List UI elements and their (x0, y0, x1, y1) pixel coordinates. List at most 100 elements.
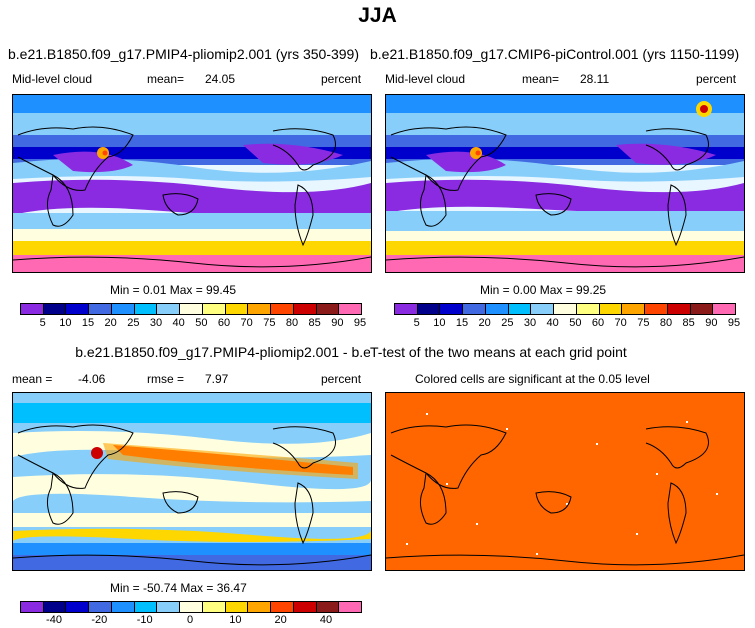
mean-value-1: 24.05 (205, 72, 236, 86)
units-label-1: percent (321, 72, 362, 86)
colorbar-tick-label: 10 (59, 317, 72, 329)
case-label-3: b.e21.B1850.f09_g17.PMIP4-pliomip2.001 -… (75, 344, 370, 360)
colorbar-swatch (395, 304, 418, 314)
colorbar-swatch (271, 304, 294, 314)
colorbar-swatch (667, 304, 691, 314)
mean-label-1: mean= (147, 72, 185, 86)
colorbar-swatch (225, 304, 249, 314)
colorbar-swatch (645, 304, 668, 314)
colorbar-tick-label: 90 (331, 317, 344, 329)
colorbar-swatch (111, 602, 135, 612)
colorbar-tick-label: 50 (195, 317, 208, 329)
colorbar-swatch (180, 304, 203, 314)
colorbar-tick-label: 70 (614, 317, 627, 329)
map-field-4 (386, 393, 744, 570)
colorbar-swatch (440, 304, 464, 314)
colorbar-tick-label: 95 (727, 317, 741, 329)
colorbar-tick-label: 10 (229, 614, 242, 626)
variable-label-1: Mid-level cloud (12, 72, 93, 86)
colorbar-swatch (225, 602, 249, 612)
variable-label-2: Mid-level cloud (385, 72, 466, 86)
mean-value-3: -4.06 (78, 372, 106, 386)
map-field-2 (386, 95, 744, 272)
colorbar-swatch (531, 304, 555, 314)
colorbar-swatch (271, 602, 294, 612)
colorbar-swatch (508, 304, 532, 314)
colorbar-tick-label: 75 (263, 317, 276, 329)
colorbar-tick-label: 20 (274, 614, 287, 626)
colorbar-swatch (202, 602, 226, 612)
colorbar-tick-label: 0 (186, 614, 194, 626)
case-label-3-clip: b.e21.B1850.f09_g17.PMIP4-pliomip2.001 -… (0, 344, 370, 364)
colorbar-swatch (180, 602, 203, 612)
rmse-value-3: 7.97 (205, 372, 229, 386)
colorbar-tick-label: 25 (127, 317, 140, 329)
colorbar-2 (394, 303, 736, 315)
colorbar-swatch (293, 304, 317, 314)
units-label-3: percent (321, 372, 362, 386)
colorbar-swatch (293, 602, 317, 612)
colorbar-swatch (66, 602, 90, 612)
colorbar-3 (20, 601, 362, 613)
colorbar-swatch (576, 304, 600, 314)
minmax-label-2: Min = 0.00 Max = 99.25 (480, 283, 607, 297)
colorbar-swatch (89, 304, 112, 314)
map-panel-4 (385, 392, 745, 571)
colorbar-tick-label: 40 (172, 317, 185, 329)
ttest-subtitle: Colored cells are significant at the 0.0… (415, 372, 650, 386)
map-panel-3 (12, 392, 372, 571)
colorbar-tick-label: 20 (478, 317, 491, 329)
colorbar-swatch (111, 304, 135, 314)
colorbar-swatch (43, 304, 67, 314)
colorbar-tick-label: 80 (659, 317, 673, 329)
colorbar-tick-label: 90 (705, 317, 718, 329)
mean-label-2: mean= (522, 72, 560, 86)
map-panel-1 (12, 94, 372, 273)
colorbar-swatch (21, 602, 44, 612)
colorbar-swatch (554, 304, 577, 314)
colorbar-tick-label: 30 (149, 317, 163, 329)
minmax-label-1: Min = 0.01 Max = 99.45 (110, 283, 237, 297)
colorbar-tick-label: 60 (217, 317, 231, 329)
map-field-1 (13, 95, 371, 272)
colorbar-tick-label: 75 (637, 317, 650, 329)
mean-label-3: mean = (12, 372, 53, 386)
colorbar-swatch (202, 304, 226, 314)
colorbar-swatch (89, 602, 112, 612)
colorbar-swatch (316, 304, 340, 314)
colorbar-swatch (622, 304, 646, 314)
colorbar-swatch (713, 304, 736, 314)
colorbar-tick-label: 50 (569, 317, 582, 329)
colorbar-swatch (248, 602, 272, 612)
colorbar-tick-label: 85 (682, 317, 695, 329)
figure-title: JJA (358, 4, 397, 27)
colorbar-tick-label: 15 (455, 317, 469, 329)
colorbar-tick-label: 20 (104, 317, 117, 329)
colorbar-tick-label: 25 (501, 317, 514, 329)
colorbar-swatch (66, 304, 90, 314)
colorbar-tick-label: 85 (308, 317, 321, 329)
colorbar-swatch (316, 602, 340, 612)
colorbar-tick-label: 70 (240, 317, 253, 329)
rmse-label-3: rmse = (147, 372, 185, 386)
colorbar-tick-label: 15 (81, 317, 95, 329)
colorbar-tick-label: 5 (39, 317, 46, 329)
colorbar-tick-label: 40 (319, 614, 333, 626)
map-field-3 (13, 393, 371, 570)
colorbar-tick-label: 95 (353, 317, 367, 329)
colorbar-swatch (463, 304, 486, 314)
colorbar-swatch (157, 304, 181, 314)
colorbar-swatch (134, 602, 158, 612)
colorbar-swatch (134, 304, 158, 314)
colorbar-swatch (43, 602, 67, 612)
colorbar-tick-label: -40 (46, 614, 62, 626)
map-panel-2 (385, 94, 745, 273)
colorbar-tick-label: 60 (591, 317, 605, 329)
colorbar-tick-label: 5 (413, 317, 420, 329)
colorbar-swatch (248, 304, 272, 314)
units-label-2: percent (696, 72, 737, 86)
colorbar-tick-label: 30 (523, 317, 537, 329)
minmax-label-3: Min = -50.74 Max = 36.47 (110, 581, 247, 595)
colorbar-swatch (417, 304, 441, 314)
colorbar-swatch (599, 304, 623, 314)
